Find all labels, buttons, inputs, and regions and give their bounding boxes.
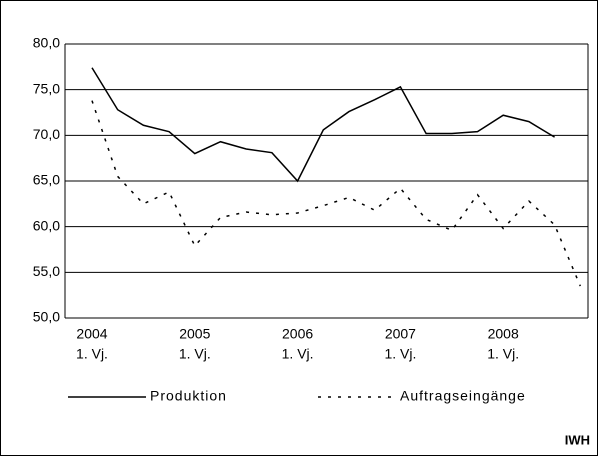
y-tick-label: 70,0 [33,126,60,142]
x-tick-sublabel: 1. Vj. [487,346,519,362]
x-tick-label: 2007 [385,326,416,342]
x-tick-label: 2005 [179,326,210,342]
y-tick-label: 75,0 [33,80,60,96]
legend-label: Produktion [150,388,227,404]
series-line [91,100,581,287]
x-tick-label: 2006 [282,326,313,342]
y-tick-label: 65,0 [33,172,60,188]
series-line [91,67,555,183]
x-tick-label: 2008 [488,326,519,342]
y-tick-label: 55,0 [33,263,60,279]
x-tick-sublabel: 1. Vj. [282,346,314,362]
x-tick-sublabel: 1. Vj. [384,346,416,362]
x-tick-sublabel: 1. Vj. [179,346,211,362]
legend-label: Auftragseingänge [400,388,526,404]
y-tick-label: 80,0 [33,35,60,51]
source: IWH [565,432,590,447]
y-tick-label: 50,0 [33,309,60,325]
x-tick-sublabel: 1. Vj. [76,346,108,362]
x-tick-label: 2004 [76,326,107,342]
y-tick-label: 60,0 [33,217,60,233]
